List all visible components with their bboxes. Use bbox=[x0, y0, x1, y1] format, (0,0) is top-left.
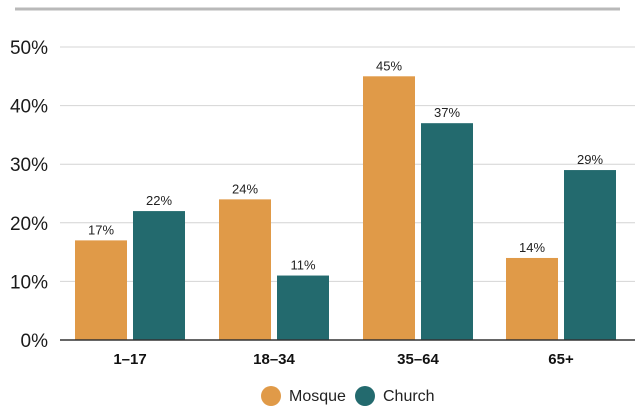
bar-mosque bbox=[219, 199, 271, 340]
bar-church bbox=[564, 170, 616, 340]
y-tick-label: 10% bbox=[10, 272, 48, 293]
data-label: 11% bbox=[290, 258, 315, 273]
data-label: 37% bbox=[434, 105, 460, 120]
bar-church bbox=[133, 211, 185, 340]
x-axis-categories: 1–17 18–34 35–64 65+ bbox=[113, 351, 574, 368]
legend-label-mosque: Mosque bbox=[289, 388, 346, 405]
category-label: 65+ bbox=[548, 351, 574, 368]
bar-mosque bbox=[506, 257, 558, 340]
bar-mosque bbox=[75, 240, 127, 340]
bars: 17% 22% 24% 11% 45% 37% 14% 29% bbox=[75, 58, 616, 341]
bar-mosque bbox=[363, 76, 415, 341]
y-tick-label: 50% bbox=[10, 38, 48, 59]
y-tick-label: 40% bbox=[10, 97, 48, 118]
data-label: 22% bbox=[146, 193, 172, 208]
y-tick-label: 20% bbox=[10, 214, 48, 235]
category-label: 1–17 bbox=[113, 351, 146, 368]
category-label: 18–34 bbox=[253, 351, 295, 368]
data-label: 29% bbox=[577, 152, 603, 167]
legend-swatch-mosque bbox=[261, 386, 281, 406]
data-label: 17% bbox=[88, 222, 114, 237]
data-label: 14% bbox=[519, 240, 545, 255]
y-axis-ticks: 0% 10% 20% 30% 40% 50% bbox=[10, 38, 48, 352]
legend-swatch-church bbox=[355, 386, 375, 406]
category-label: 35–64 bbox=[397, 351, 439, 368]
legend-label-church: Church bbox=[383, 388, 435, 405]
data-label: 24% bbox=[232, 181, 258, 196]
y-tick-label: 0% bbox=[21, 331, 49, 352]
legend: Mosque Church bbox=[261, 386, 435, 406]
bar-church bbox=[421, 123, 473, 341]
data-label: 45% bbox=[376, 58, 402, 73]
y-tick-label: 30% bbox=[10, 155, 48, 176]
bar-church bbox=[277, 275, 329, 340]
